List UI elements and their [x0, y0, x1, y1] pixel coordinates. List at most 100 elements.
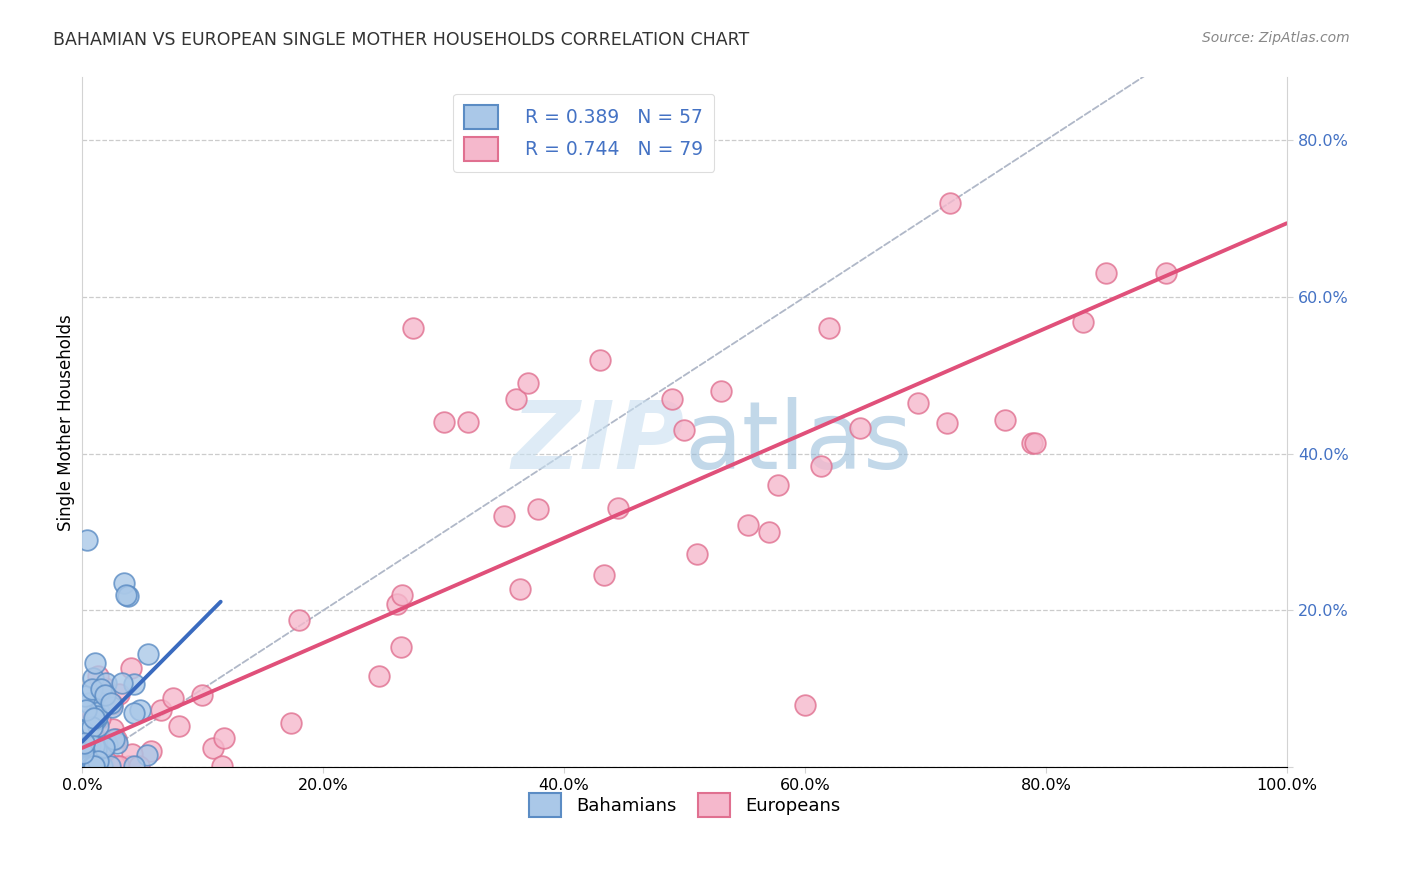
Point [138, 647, 160, 661]
Point [509, 582, 531, 596]
Point [150, 703, 173, 717]
Y-axis label: Single Mother Households: Single Mother Households [58, 314, 75, 531]
Point [120, 661, 142, 675]
Point [139, 744, 162, 758]
Point [101, 698, 124, 712]
Point [75, 689, 97, 703]
Point [80, 759, 103, 773]
Point [1071, 315, 1094, 329]
Point [93, 681, 115, 695]
Point [101, 700, 124, 714]
Point [96, 755, 118, 769]
Point [82, 720, 104, 734]
Point [191, 688, 214, 702]
Point [97, 756, 120, 771]
Point [100, 696, 122, 710]
Point [72, 759, 94, 773]
Point [818, 321, 841, 335]
Point [76, 533, 98, 547]
Point [766, 478, 789, 492]
Point [673, 423, 696, 437]
Point [86, 669, 108, 683]
Point [1024, 435, 1046, 450]
Point [122, 677, 145, 691]
Point [288, 613, 311, 627]
Point [202, 740, 225, 755]
Point [77, 759, 100, 773]
Point [810, 458, 832, 473]
Point [86, 740, 108, 755]
Point [1156, 267, 1178, 281]
Point [86, 701, 108, 715]
Point [76, 722, 98, 736]
Point [83, 759, 105, 773]
Point [107, 759, 129, 773]
Point [103, 732, 125, 747]
Point [76, 759, 98, 773]
Point [516, 376, 538, 391]
Point [94, 676, 117, 690]
Point [121, 747, 143, 762]
Point [104, 732, 127, 747]
Point [492, 509, 515, 524]
Point [82, 681, 104, 696]
Point [527, 502, 550, 516]
Point [80, 759, 103, 773]
Point [98, 759, 121, 773]
Point [402, 321, 425, 335]
Point [75, 759, 97, 773]
Point [101, 722, 124, 736]
Point [73, 749, 96, 764]
Point [710, 384, 733, 398]
Point [994, 413, 1017, 427]
Point [737, 517, 759, 532]
Point [592, 567, 614, 582]
Point [72, 747, 94, 761]
Point [936, 417, 959, 431]
Point [112, 576, 135, 591]
Point [686, 547, 709, 561]
Point [128, 759, 150, 773]
Point [89, 711, 111, 725]
Point [84, 759, 107, 773]
Point [118, 759, 141, 773]
Point [96, 737, 118, 751]
Point [212, 731, 235, 745]
Point [368, 669, 391, 683]
Point [72, 759, 94, 773]
Point [87, 719, 110, 733]
Point [72, 759, 94, 773]
Point [108, 687, 131, 701]
Point [76, 759, 98, 773]
Point [589, 352, 612, 367]
Point [211, 759, 233, 773]
Point [938, 195, 960, 210]
Point [391, 588, 413, 602]
Point [80, 759, 103, 773]
Point [110, 676, 132, 690]
Point [84, 657, 107, 671]
Point [108, 759, 131, 773]
Point [82, 671, 104, 685]
Point [432, 415, 454, 429]
Point [162, 690, 184, 705]
Point [77, 756, 100, 771]
Point [606, 501, 628, 516]
Point [84, 712, 107, 726]
Point [75, 756, 97, 770]
Point [122, 706, 145, 720]
Point [849, 421, 872, 435]
Text: ZIP: ZIP [512, 397, 685, 489]
Point [1021, 436, 1043, 450]
Point [89, 759, 111, 773]
Point [90, 682, 112, 697]
Point [167, 719, 190, 733]
Point [84, 759, 107, 773]
Point [93, 759, 115, 773]
Point [87, 754, 110, 768]
Point [73, 756, 96, 770]
Point [73, 736, 96, 750]
Point [80, 759, 103, 773]
Point [83, 739, 105, 753]
Point [661, 392, 683, 406]
